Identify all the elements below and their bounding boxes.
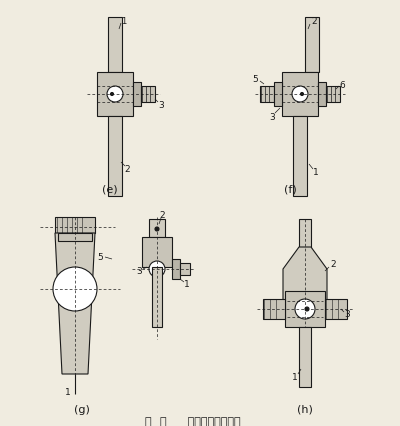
Text: 5: 5 [97, 253, 103, 262]
Text: 6: 6 [339, 81, 345, 89]
Bar [149, 219, 165, 237]
Bar [152, 268, 162, 327]
Text: 3: 3 [136, 267, 142, 276]
Circle shape [305, 307, 309, 311]
Bar [133, 83, 141, 107]
Bar [55, 218, 95, 233]
Text: 1: 1 [292, 373, 298, 382]
Circle shape [149, 262, 165, 277]
Text: 1: 1 [121, 17, 127, 26]
Bar [299, 327, 311, 387]
Text: 2: 2 [159, 211, 165, 220]
Text: (h): (h) [297, 404, 313, 414]
Text: 5: 5 [252, 75, 258, 84]
Text: 2: 2 [124, 165, 130, 174]
Polygon shape [283, 248, 327, 301]
Text: 3: 3 [344, 310, 350, 319]
Circle shape [53, 268, 97, 311]
Bar [326, 87, 340, 103]
Bar [108, 117, 122, 196]
Bar [325, 299, 347, 319]
Bar [97, 73, 133, 117]
Text: (e): (e) [102, 184, 118, 195]
Text: 2: 2 [311, 17, 317, 26]
Bar [285, 291, 325, 327]
Circle shape [155, 227, 159, 231]
Bar [141, 87, 155, 103]
Bar [263, 299, 285, 319]
Bar [58, 233, 92, 242]
Text: 1: 1 [184, 280, 190, 289]
Bar [108, 18, 122, 73]
Text: 1: 1 [65, 388, 71, 397]
Bar [282, 73, 318, 117]
Circle shape [107, 87, 123, 103]
Circle shape [295, 299, 315, 319]
Bar [305, 18, 319, 73]
Bar [299, 219, 311, 249]
Text: 圖      滑動軸承式轉動副: 圖 滑動軸承式轉動副 [160, 416, 240, 426]
Text: 3: 3 [269, 112, 275, 121]
Circle shape [110, 93, 114, 96]
Text: 1: 1 [313, 168, 319, 177]
Bar [318, 83, 326, 107]
Polygon shape [55, 233, 95, 374]
Bar [172, 259, 180, 279]
Bar [260, 87, 274, 103]
Text: 圖: 圖 [145, 416, 151, 426]
Text: 2: 2 [330, 260, 336, 269]
Bar [180, 263, 190, 275]
Text: (f): (f) [284, 184, 296, 195]
Text: (g): (g) [74, 404, 90, 414]
Bar [293, 117, 307, 196]
Bar [274, 83, 282, 107]
Circle shape [292, 87, 308, 103]
Circle shape [300, 93, 304, 96]
Bar [142, 237, 172, 268]
Text: 3: 3 [158, 100, 164, 109]
